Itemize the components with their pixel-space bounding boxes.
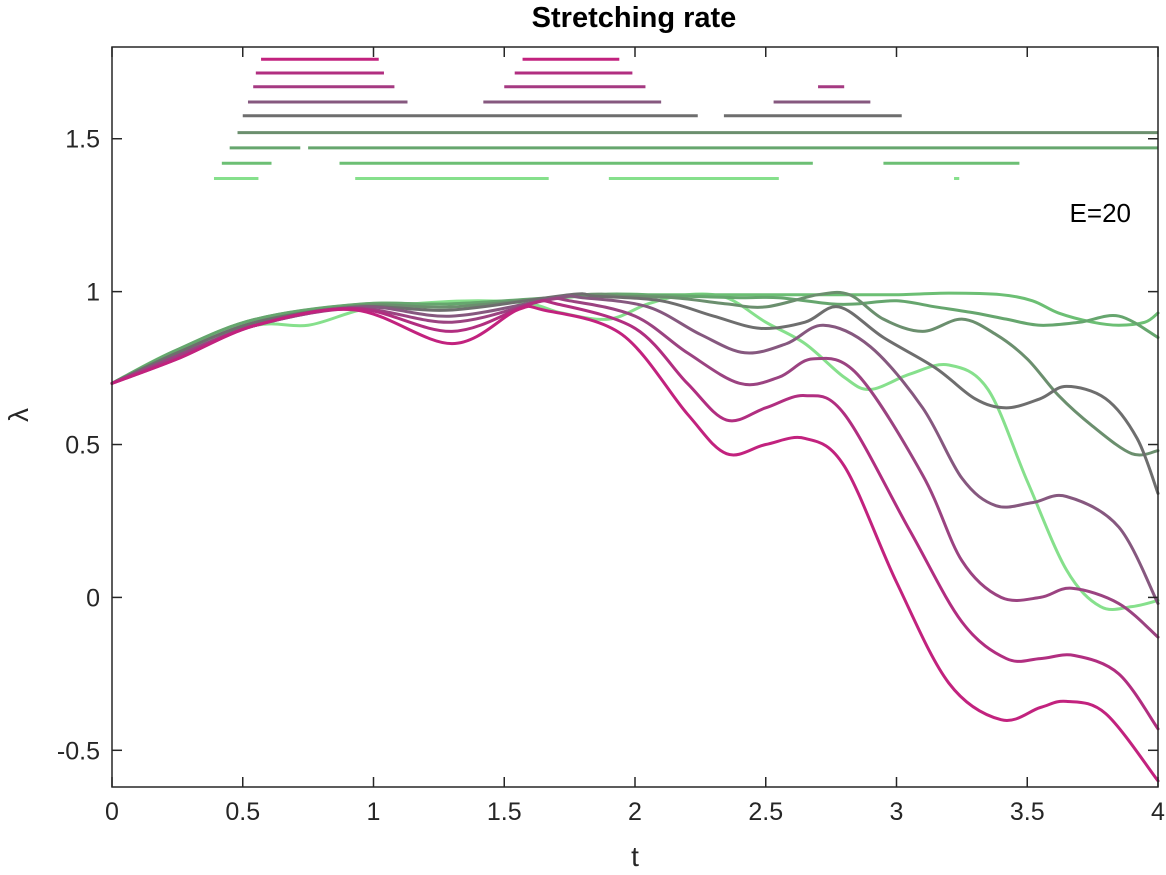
y-tick-label-0: -0.5 [57, 737, 100, 765]
x-tick-label-4: 2 [628, 798, 642, 826]
plot-area [112, 47, 1158, 787]
y-tick-label-1: 0 [86, 584, 100, 612]
x-tick-label-8: 4 [1151, 798, 1165, 826]
y-tick-label-2: 0.5 [65, 432, 100, 460]
x-tick-label-5: 2.5 [748, 798, 783, 826]
y-tick-label-3: 1 [86, 279, 100, 307]
x-tick-label-2: 1 [367, 798, 381, 826]
lines-layer [110, 290, 1160, 783]
ticks-layer: 0 0.5 1 1.5 2 2.5 3 3.5 4 -0.5 0 0.5 1 1.5 [57, 47, 1165, 826]
x-tick-label-1: 0.5 [225, 798, 260, 826]
series-line-1 [110, 299, 1160, 731]
x-tick-label-7: 3.5 [1010, 798, 1045, 826]
series-line-6 [110, 292, 1160, 385]
y-axis-label: λ [3, 408, 34, 422]
y-tick-label-4: 1.5 [65, 126, 100, 154]
segments-layer [213, 57, 1158, 180]
series-line-0 [110, 304, 1160, 783]
x-tick-label-6: 3 [890, 798, 904, 826]
x-tick-label-0: 0 [105, 798, 119, 826]
chart-title: Stretching rate [532, 2, 737, 34]
energy-annotation: E=20 [1070, 198, 1131, 228]
x-axis-label: t [631, 841, 639, 872]
x-tick-label-3: 1.5 [487, 798, 522, 826]
